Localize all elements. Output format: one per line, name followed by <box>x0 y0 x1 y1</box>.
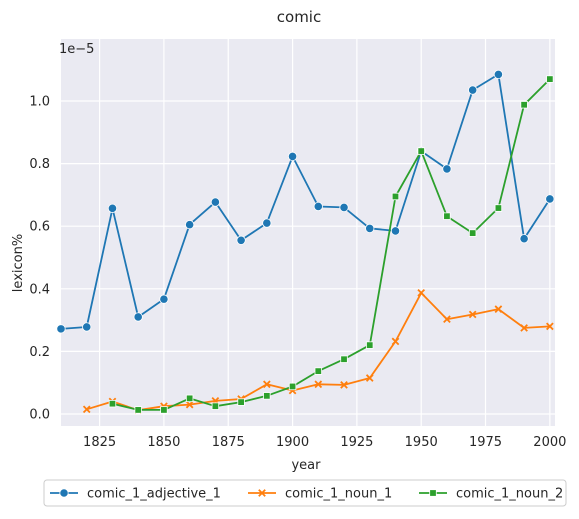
legend-item: comic_1_adjective_1 <box>50 487 221 502</box>
data-point <box>108 399 117 408</box>
data-point <box>468 310 477 319</box>
x-tick-label: 1825 <box>83 435 116 450</box>
data-point <box>82 405 91 414</box>
data-point <box>59 488 69 498</box>
data-point <box>520 324 528 332</box>
data-point <box>159 294 169 304</box>
data-point <box>262 218 272 228</box>
data-point <box>314 367 322 375</box>
y-tick-label: 0.0 <box>29 408 50 423</box>
data-point <box>236 235 246 245</box>
y-tick-labels: 0.0 0.2 0.4 0.6 0.8 1.0 <box>29 95 50 423</box>
data-point <box>366 341 374 349</box>
data-point <box>262 380 271 389</box>
data-point <box>468 229 477 237</box>
data-point <box>314 380 323 389</box>
data-point <box>258 489 266 497</box>
data-point <box>546 75 554 83</box>
data-point <box>133 312 143 322</box>
data-point <box>494 305 503 313</box>
legend-label: comic_1_noun_2 <box>456 487 563 502</box>
legend-label: comic_1_adjective_1 <box>87 487 221 502</box>
data-point <box>287 151 298 162</box>
chart-title: comic <box>277 8 321 26</box>
y-tick-label: 1.0 <box>29 95 50 110</box>
x-tick-label: 1850 <box>147 435 180 450</box>
data-point <box>263 392 271 400</box>
data-point <box>288 382 297 391</box>
data-point <box>160 406 168 414</box>
data-point <box>493 69 503 79</box>
data-point <box>443 315 451 323</box>
legend-label: comic_1_noun_1 <box>285 487 392 502</box>
x-tick-label: 2000 <box>533 435 566 450</box>
data-point <box>210 197 220 207</box>
data-point <box>443 212 451 220</box>
data-point <box>391 337 400 346</box>
series-comic_1_adjective_1 <box>56 69 555 334</box>
legend: comic_1_adjective_1 comic_1_noun_1 comic_1… <box>43 479 567 507</box>
data-point <box>340 381 348 389</box>
series-line <box>112 78 551 411</box>
data-point <box>468 85 478 95</box>
legend-frame <box>43 479 567 507</box>
legend-item: comic_1_noun_1 <box>248 487 392 502</box>
data-point <box>339 202 349 213</box>
data-point <box>185 394 194 403</box>
data-point <box>429 489 437 497</box>
x-axis-label: year <box>291 458 321 473</box>
x-tick-label: 1925 <box>340 435 373 450</box>
data-point <box>313 201 323 212</box>
data-point <box>391 192 400 201</box>
x-tick-label: 1950 <box>405 435 438 450</box>
y-tick-label: 0.2 <box>29 345 50 360</box>
data-point <box>134 406 142 414</box>
data-point <box>237 398 245 406</box>
data-point <box>211 402 220 410</box>
series-lines <box>56 69 555 415</box>
legend-item: comic_1_noun_2 <box>419 487 563 502</box>
y-tick-label: 0.6 <box>29 220 50 235</box>
x-tick-labels: 1825 1850 1875 1900 1925 1950 1975 2000 <box>83 435 566 450</box>
data-point <box>520 101 528 109</box>
x-tick-label: 1900 <box>276 435 309 450</box>
data-point <box>390 226 401 236</box>
data-point <box>56 324 66 334</box>
data-point <box>545 194 555 204</box>
y-offset-text: 1e−5 <box>59 42 94 57</box>
y-tick-label: 0.8 <box>29 157 50 172</box>
x-tick-label: 1875 <box>212 435 245 450</box>
data-point <box>417 289 426 297</box>
x-tick-label: 1975 <box>469 435 502 450</box>
data-point <box>417 147 425 155</box>
data-point <box>185 220 195 230</box>
plot-background <box>61 39 555 426</box>
data-point <box>185 400 194 409</box>
data-point <box>519 234 529 244</box>
data-point <box>442 164 452 174</box>
data-point <box>340 355 348 363</box>
data-point <box>546 322 554 331</box>
data-point <box>365 374 374 382</box>
data-point <box>82 322 92 332</box>
series-line <box>60 73 551 330</box>
y-tick-label: 0.4 <box>29 282 50 297</box>
data-point <box>107 203 118 213</box>
y-axis-label: lexicon% <box>11 234 26 292</box>
grid-lines <box>61 39 555 426</box>
series-comic_1_noun_2 <box>108 75 554 414</box>
data-point <box>365 223 375 233</box>
series-comic_1_noun_1 <box>82 289 554 415</box>
data-point <box>494 204 503 212</box>
